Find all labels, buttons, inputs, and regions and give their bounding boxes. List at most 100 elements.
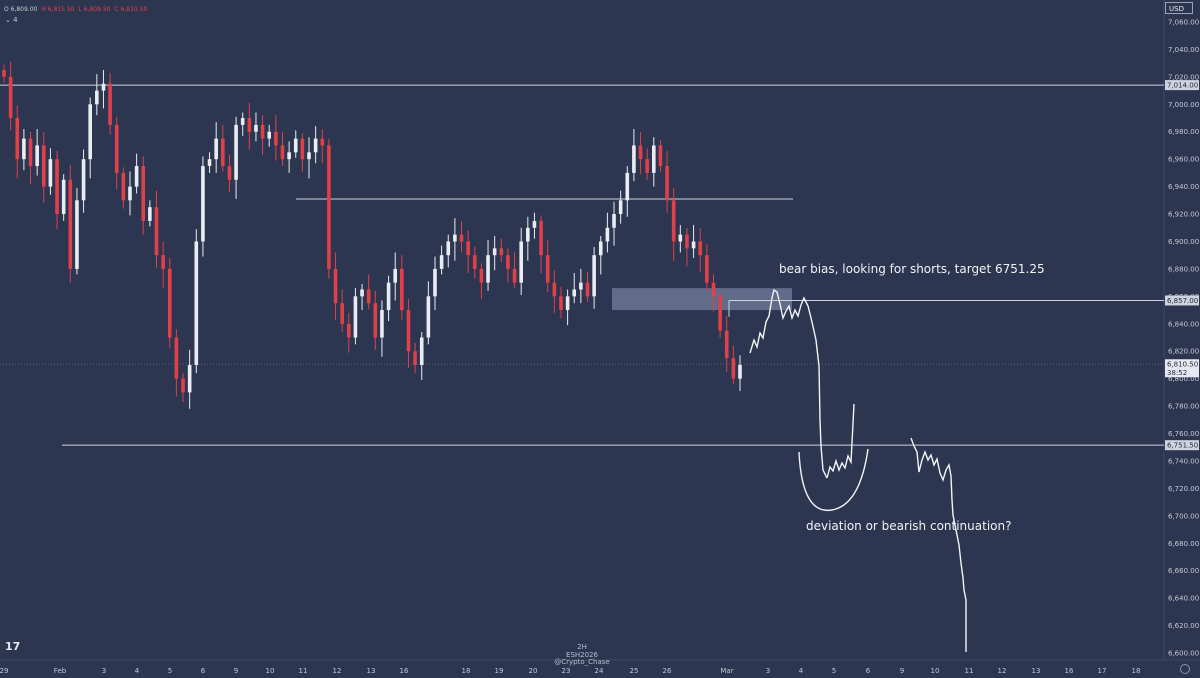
x-tick-label: 18 [1132,667,1141,675]
candle-body [724,330,729,359]
candle-body [2,70,6,77]
x-tick-label: 13 [1032,667,1041,675]
candle-body [419,337,424,365]
currency-selector[interactable]: USD [1165,2,1193,14]
candle-body [320,138,325,146]
y-tick-label: 6,660.00 [1168,567,1199,575]
candle-body [718,296,722,331]
candle-body [41,145,46,187]
settings-icon[interactable] [1180,664,1190,674]
y-tick-label: 7,020.00 [1168,73,1199,81]
y-tick-label: 6,900.00 [1168,238,1199,246]
candle-body [658,145,663,167]
candle-body [652,145,656,173]
candle-body [214,138,218,160]
ohlc-readout: O 6,809.00 H 6,815.50 L 6,809.50 C 6,810… [4,3,147,15]
x-tick-label: 26 [663,667,672,675]
watermark-timeframe: 2H [577,643,587,651]
ohlc-close: C 6,810.50 [114,5,148,13]
candle-body [532,220,537,228]
x-tick-label: 29 [0,667,8,675]
candle-body [15,118,20,160]
candle-body [327,145,331,269]
candle-body [75,200,79,269]
candle-body [167,268,172,338]
candle-body [472,255,477,269]
candle-body [274,131,278,146]
candle-body [81,159,86,201]
price-badge-6857-label: 6,857.00 [1167,297,1198,305]
x-tick-label: 12 [998,667,1007,675]
candle-body [114,124,119,173]
candle-body [400,268,404,311]
annotation-bias: bear bias, looking for shorts, target 67… [779,262,1045,276]
candle-body [48,159,53,187]
price-axis[interactable] [1164,0,1200,678]
candle-body [413,351,417,365]
candle-body [492,248,497,256]
candle-body [194,241,199,365]
candle-body [406,310,411,352]
candle-body [260,124,265,139]
candle-body [28,138,33,167]
x-tick-label: 9 [900,667,904,675]
candle-body [466,241,470,256]
candle-body [605,227,610,242]
supply-zone[interactable] [612,288,792,311]
x-tick-label: 25 [630,667,639,675]
candle-body [201,166,205,242]
chart-watermark: 2H ESH2026 @Crypto_Chase [0,643,1164,667]
candle-body [247,118,252,132]
candle-body [572,289,577,297]
annotation-question: deviation or bearish continuation? [806,519,1012,533]
candle-body [645,159,649,173]
indicator-toggle[interactable]: ⌄ 4 [5,16,18,24]
x-tick-label: 12 [333,667,342,675]
y-tick-label: 6,720.00 [1168,485,1199,493]
candle-body [446,241,451,256]
candle-body [393,268,398,283]
candle-body [221,138,225,167]
candle-body [539,220,543,256]
projection-path-continuation [910,437,967,652]
y-tick-label: 6,780.00 [1168,403,1199,411]
price-badge-7014-label: 7,014.00 [1167,82,1198,90]
x-tick-label: 4 [799,667,804,675]
candle-body [691,241,696,249]
watermark-symbol: ESH2026 [566,650,598,659]
candle-body [280,145,285,160]
candle-body [685,234,689,249]
price-badge-6751-label: 6,751.50 [1167,442,1198,450]
candle-body [141,166,146,221]
candle-body [738,364,742,379]
x-tick-label: 6 [201,667,206,675]
x-tick-label: 17 [1098,667,1107,675]
price-badge-7014[interactable] [1165,80,1199,91]
tradingview-logo-icon[interactable]: 17 [5,640,21,653]
candle-body [559,296,563,311]
price-badge-current[interactable] [1165,359,1199,370]
x-tick-label: 11 [965,667,974,675]
y-tick-label: 6,920.00 [1168,211,1199,219]
candle-body [240,118,245,125]
candle-body [565,296,570,311]
y-tick-label: 6,880.00 [1168,265,1199,273]
candle-body [433,268,437,297]
x-tick-label: 10 [266,667,275,675]
candle-body [579,282,583,290]
candle-body [307,152,311,160]
x-tick-label: 20 [529,667,538,675]
candle-body [22,138,26,160]
price-badge-6751[interactable] [1165,440,1199,451]
candle-body [161,255,165,269]
watermark-author: @Crypto_Chase [554,658,610,666]
candle-body [88,104,92,160]
candle-body [373,303,378,338]
y-tick-label: 6,680.00 [1168,540,1199,548]
price-badge-6857[interactable] [1165,295,1199,306]
candle-body [128,186,132,201]
x-tick-label: 24 [595,667,604,675]
